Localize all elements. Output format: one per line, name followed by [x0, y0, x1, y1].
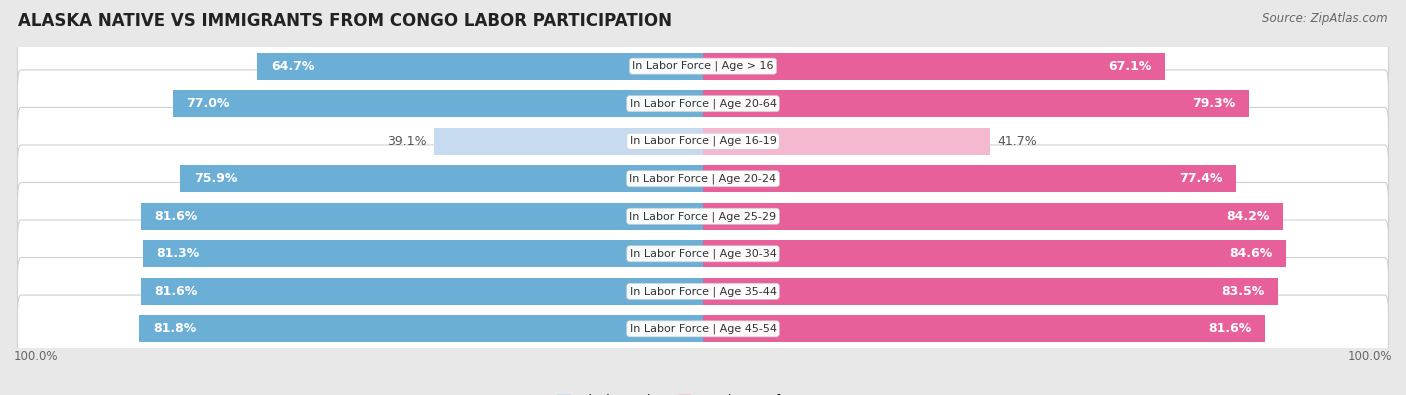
Text: 81.6%: 81.6% [1208, 322, 1251, 335]
Text: 64.7%: 64.7% [271, 60, 315, 73]
FancyBboxPatch shape [17, 182, 1389, 250]
Bar [257, 53, 703, 80]
Bar [703, 128, 990, 155]
Text: Source: ZipAtlas.com: Source: ZipAtlas.com [1263, 12, 1388, 25]
Bar [703, 53, 1166, 80]
Text: In Labor Force | Age 20-24: In Labor Force | Age 20-24 [630, 173, 776, 184]
Text: In Labor Force | Age 16-19: In Labor Force | Age 16-19 [630, 136, 776, 147]
Text: 41.7%: 41.7% [997, 135, 1038, 148]
Text: In Labor Force | Age 30-34: In Labor Force | Age 30-34 [630, 248, 776, 259]
Text: 81.6%: 81.6% [155, 285, 198, 298]
Text: In Labor Force | Age 45-54: In Labor Force | Age 45-54 [630, 324, 776, 334]
Text: 79.3%: 79.3% [1192, 97, 1236, 110]
Text: In Labor Force | Age 20-64: In Labor Force | Age 20-64 [630, 98, 776, 109]
Bar [180, 165, 703, 192]
Bar [141, 278, 703, 305]
Text: 84.2%: 84.2% [1226, 210, 1270, 223]
Text: ALASKA NATIVE VS IMMIGRANTS FROM CONGO LABOR PARTICIPATION: ALASKA NATIVE VS IMMIGRANTS FROM CONGO L… [18, 12, 672, 30]
Text: 77.0%: 77.0% [186, 97, 229, 110]
Text: 100.0%: 100.0% [1347, 350, 1392, 363]
Text: 83.5%: 83.5% [1222, 285, 1264, 298]
Text: 84.6%: 84.6% [1229, 247, 1272, 260]
Text: In Labor Force | Age 25-29: In Labor Force | Age 25-29 [630, 211, 776, 222]
Bar [173, 90, 703, 117]
Text: 39.1%: 39.1% [387, 135, 427, 148]
Text: In Labor Force | Age 35-44: In Labor Force | Age 35-44 [630, 286, 776, 297]
Bar [703, 165, 1236, 192]
Bar [703, 278, 1278, 305]
FancyBboxPatch shape [17, 70, 1389, 137]
Bar [703, 240, 1286, 267]
FancyBboxPatch shape [17, 32, 1389, 100]
Legend: Alaska Native, Immigrants from Congo: Alaska Native, Immigrants from Congo [557, 394, 849, 395]
Bar [143, 240, 703, 267]
Bar [433, 128, 703, 155]
FancyBboxPatch shape [17, 295, 1389, 363]
Text: 81.8%: 81.8% [153, 322, 197, 335]
Bar [703, 90, 1250, 117]
FancyBboxPatch shape [17, 220, 1389, 288]
Text: 81.6%: 81.6% [155, 210, 198, 223]
Text: 100.0%: 100.0% [14, 350, 59, 363]
Text: In Labor Force | Age > 16: In Labor Force | Age > 16 [633, 61, 773, 71]
Text: 75.9%: 75.9% [194, 172, 238, 185]
Text: 81.3%: 81.3% [156, 247, 200, 260]
FancyBboxPatch shape [17, 258, 1389, 325]
Text: 77.4%: 77.4% [1180, 172, 1222, 185]
Bar [703, 315, 1265, 342]
FancyBboxPatch shape [17, 107, 1389, 175]
Bar [703, 203, 1284, 230]
Text: 67.1%: 67.1% [1108, 60, 1152, 73]
Bar [139, 315, 703, 342]
Bar [141, 203, 703, 230]
FancyBboxPatch shape [17, 145, 1389, 213]
